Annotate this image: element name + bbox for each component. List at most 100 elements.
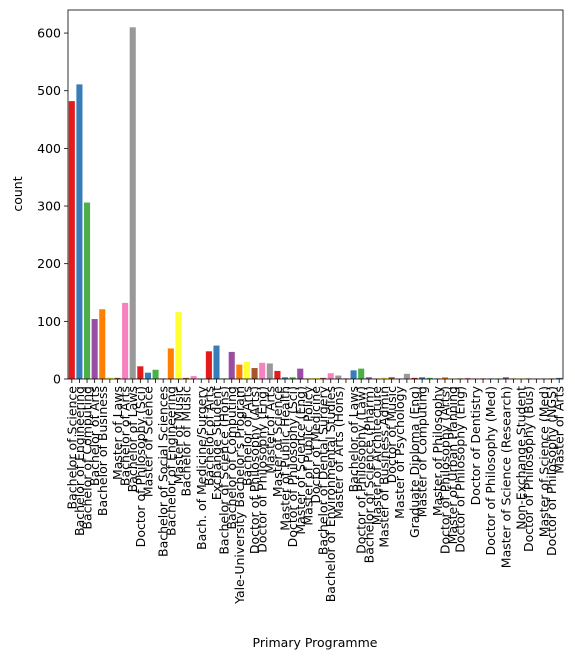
x-tick-label: Graduate Diploma (Eng) — [407, 386, 422, 538]
bar — [152, 369, 159, 379]
x-tick-label: Master of Computing — [415, 386, 430, 517]
bar — [68, 101, 75, 379]
x-tick-label: Bachelor of Arts — [239, 386, 254, 486]
bar — [426, 377, 433, 379]
bar — [411, 377, 418, 379]
x-tick-label: Bachelor of Arts — [118, 386, 133, 486]
bar — [464, 377, 471, 379]
x-tick-label: Master of Architecture — [369, 386, 384, 526]
x-tick-label: Doctor of Medicine — [308, 386, 323, 504]
x-tick-label: Bachelor of Business — [95, 386, 110, 516]
bar — [380, 377, 388, 379]
x-tick-label: Bachelor of Arts — [201, 386, 216, 486]
bar — [388, 377, 395, 379]
bar — [144, 372, 152, 379]
y-tick-label: 100 — [37, 314, 61, 329]
x-tick-label: Doctor of Philosophy (Arts) — [437, 386, 452, 554]
x-tick-label: Doctor of Philosophy (Law) — [354, 386, 369, 554]
y-tick-label: 600 — [37, 26, 61, 41]
x-tick-label: Bachelor of Laws — [125, 386, 140, 492]
x-tick-label: Non-Exchange Student — [514, 386, 529, 530]
bar — [137, 366, 144, 379]
x-tick-label: Master of Public Health — [278, 386, 293, 531]
x-tick-label: Doctor of Philosophy (Sci) — [133, 386, 148, 547]
x-tick-label: Master of Science (Eng) — [293, 386, 308, 535]
bar — [419, 377, 426, 379]
x-tick-label: Master of Psychology — [392, 385, 407, 518]
bar — [182, 377, 190, 379]
x-tick-label: Master of Science — [140, 386, 155, 497]
y-tick-label: 300 — [37, 199, 61, 214]
bar — [350, 370, 357, 379]
bars-group — [68, 27, 563, 380]
x-tick-label: Bachelor of Laws — [346, 386, 361, 492]
bar — [175, 312, 182, 379]
y-axis-ticks: 0 100 200 300 400 500 600 — [37, 26, 68, 387]
x-tick-label: Master of Public Policy — [300, 385, 315, 525]
bar — [122, 302, 129, 379]
x-tick-label: Bachelor of Computing — [80, 386, 95, 530]
x-tick-label: Doctor of Philosophy (Sci) — [285, 386, 300, 547]
bar — [106, 377, 113, 379]
x-tick-label: Doctor of Philosophy (NGS) — [544, 386, 559, 556]
x-tick-label: Master of Arts — [262, 386, 277, 474]
bar — [251, 368, 258, 379]
bar — [556, 377, 563, 379]
y-tick-label: 0 — [53, 372, 61, 387]
y-tick-label: 200 — [37, 256, 61, 271]
x-tick-label: Bachelor of Dental Surgery — [316, 385, 331, 555]
x-tick-label: Yale-University Bachelor's Program — [232, 386, 247, 605]
bar — [327, 373, 334, 379]
x-tick-label: Master of Arts — [552, 386, 567, 474]
x-axis-label: Primary Programme — [253, 635, 378, 650]
bar — [365, 377, 372, 379]
bar — [502, 377, 509, 379]
x-tick-label: Bachelor of Engineering — [72, 386, 87, 536]
x-tick-label: Doctor of Philosophy (Arts) — [247, 386, 262, 554]
bar — [83, 202, 91, 379]
x-tick-label: Bachelor of Social Sciences — [156, 386, 171, 557]
x-tick-label: Master of Science (Research) — [498, 386, 513, 568]
x-tick-label: Doctor of Philosophy (Bus) — [521, 386, 536, 552]
x-tick-label: Bachelor of Science — [64, 386, 79, 510]
bar — [266, 363, 273, 379]
bar — [358, 368, 365, 379]
x-tick-label: Doctor of Philosophy (Eng) — [453, 386, 468, 553]
bar — [259, 362, 266, 379]
x-tick-label: Bachelor of Music — [179, 386, 194, 497]
x-tick-label: Doctor of Philosophy (Eng) — [255, 386, 270, 553]
bar — [289, 377, 296, 379]
x-tick-label: Master of Philosophy — [430, 385, 445, 516]
x-tick-label: Master of Science — [270, 386, 285, 497]
bar — [297, 368, 304, 379]
bar — [236, 364, 243, 379]
x-tick-label: Master of Arts (Hons) — [331, 386, 346, 519]
x-tick-label: Bachelor of Science (Pharm) — [361, 386, 376, 563]
bar — [403, 373, 410, 379]
bar — [213, 345, 220, 379]
bar — [312, 377, 319, 379]
x-tick-label: Doctor of Philosophy (Med) — [483, 386, 498, 555]
x-tick-label: Exchange Student — [209, 386, 224, 500]
bar — [243, 361, 251, 379]
bar — [167, 348, 174, 379]
bar — [114, 377, 121, 379]
x-tick-label: Bachelor of Computing — [224, 386, 239, 530]
bar — [228, 351, 235, 379]
bar — [281, 377, 289, 379]
x-tick-label: Bachelor of Arts — [87, 386, 102, 486]
x-tick-label: Master of Urban Planning — [445, 386, 460, 544]
bar — [441, 377, 449, 379]
y-tick-label: 400 — [37, 141, 61, 156]
bar — [99, 309, 106, 379]
x-tick-label: Doctor of Dentistry — [468, 385, 483, 505]
bar — [129, 27, 136, 380]
x-tick-label: Bachelor of Engineering — [163, 386, 178, 536]
x-tick-label: Doctor of Music — [384, 386, 399, 484]
y-tick-label: 500 — [37, 83, 61, 98]
x-tick-label: Bachelor of Environmental Studies — [323, 386, 338, 602]
x-tick-label: Master of Science (Med) — [536, 386, 551, 537]
bar — [91, 319, 98, 379]
